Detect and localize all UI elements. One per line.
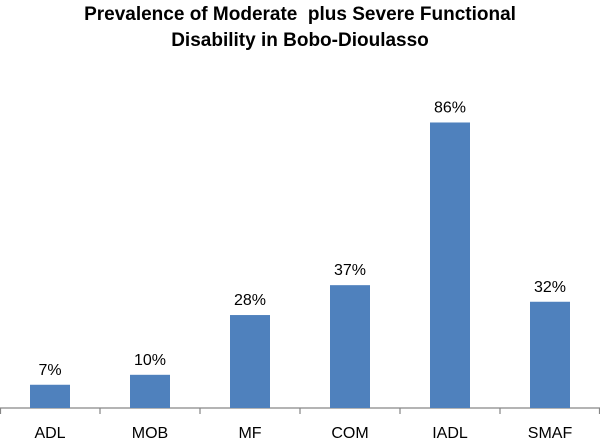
bar-iadl (430, 122, 470, 408)
chart-title-line-1: Prevalence of Moderate plus Severe Funct… (84, 4, 516, 25)
bar-adl (30, 384, 70, 408)
x-tick-label-mf: MF (238, 425, 261, 442)
x-tick-label-adl: ADL (34, 425, 65, 442)
data-label-mf: 28% (234, 292, 266, 309)
data-label-com: 37% (334, 262, 366, 279)
chart-title-line-2: Disability in Bobo-Dioulasso (171, 30, 429, 51)
bar-mf (230, 315, 270, 408)
data-label-mob: 10% (134, 352, 166, 369)
bar-smaf (530, 301, 570, 408)
bar-com (330, 285, 370, 408)
x-tick-label-iadl: IADL (432, 425, 468, 442)
x-tick-label-mob: MOB (132, 425, 168, 442)
bar-mob (130, 374, 170, 408)
x-tick-label-com: COM (331, 425, 368, 442)
data-label-smaf: 32% (534, 279, 566, 296)
data-label-iadl: 86% (434, 99, 466, 116)
x-tick-label-smaf: SMAF (528, 425, 573, 442)
data-label-adl: 7% (38, 362, 61, 379)
